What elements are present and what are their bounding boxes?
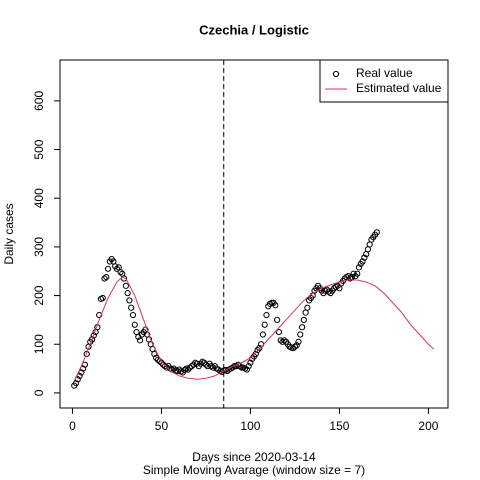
data-point (163, 364, 170, 371)
data-point (254, 346, 261, 354)
data-point (190, 361, 197, 368)
data-point (174, 367, 181, 375)
plot-frame (59, 59, 449, 409)
data-point (161, 363, 169, 370)
data-point (131, 321, 138, 328)
data-point (122, 282, 129, 289)
y-tick-label: 500 (32, 139, 46, 159)
data-point (359, 258, 366, 265)
data-point (295, 338, 302, 345)
data-point (103, 273, 110, 281)
data-point (113, 265, 121, 272)
data-point (88, 336, 96, 343)
data-point (275, 328, 283, 336)
y-tick-label: 300 (32, 237, 46, 257)
data-point (279, 338, 286, 345)
data-point (281, 337, 288, 344)
data-point (151, 350, 158, 358)
y-axis-label: Daily cases (2, 203, 16, 264)
data-point (293, 342, 300, 349)
subtitle: Simple Moving Avarage (window size = 7) (143, 463, 365, 477)
data-point (208, 363, 215, 370)
data-point (361, 254, 368, 261)
data-point (304, 304, 311, 311)
y-tick-label: 600 (32, 91, 46, 111)
data-point (291, 343, 299, 350)
data-point (261, 321, 268, 328)
y-tick-label: 200 (32, 285, 46, 305)
x-tick-label: 200 (418, 419, 438, 433)
data-point (325, 288, 332, 295)
data-point (96, 311, 103, 319)
data-point (158, 359, 165, 366)
chart-title: Czechia / Logistic (199, 22, 309, 37)
data-point (120, 275, 128, 282)
data-point (90, 332, 97, 339)
data-point (126, 297, 133, 304)
x-axis-label: Days since 2020-03-14 (192, 450, 316, 464)
data-point (300, 316, 307, 324)
data-point (202, 361, 210, 368)
legend-symbol (332, 70, 340, 78)
data-point (188, 363, 195, 370)
x-tick-label: 50 (155, 419, 169, 433)
data-point (256, 345, 263, 352)
data-point (272, 302, 279, 309)
data-point (355, 264, 363, 271)
data-point (153, 354, 160, 361)
estimate-line (73, 276, 435, 381)
data-point (243, 366, 250, 373)
data-point (263, 311, 270, 319)
legend-label: Estimated value (356, 81, 442, 95)
y-tick-label: 0 (32, 389, 46, 396)
data-point (72, 380, 80, 387)
y-tick-label: 400 (32, 188, 46, 208)
y-tick-label: 100 (32, 334, 46, 354)
data-point (238, 364, 245, 371)
data-point (185, 366, 192, 373)
data-point (252, 350, 259, 358)
data-point (128, 304, 135, 311)
x-tick-label: 0 (69, 419, 76, 433)
data-point (298, 324, 306, 331)
data-point (277, 337, 284, 344)
data-point (209, 364, 217, 371)
data-point (124, 290, 131, 297)
x-tick-label: 100 (240, 419, 260, 433)
data-point (181, 366, 188, 374)
legend-label: Real value (356, 66, 413, 80)
data-point (83, 350, 90, 358)
data-point (274, 316, 281, 324)
legend-box (319, 59, 449, 103)
data-point (354, 270, 361, 277)
data-point (136, 337, 144, 344)
data-point (104, 265, 112, 272)
data-point (245, 363, 252, 370)
data-point (347, 275, 354, 282)
data-point (373, 229, 380, 236)
data-point (117, 269, 124, 276)
data-point (297, 331, 304, 338)
data-point (259, 331, 266, 338)
data-point (129, 311, 137, 319)
data-point (99, 294, 106, 302)
x-tick-label: 150 (329, 419, 349, 433)
data-point (101, 275, 108, 282)
data-point (247, 359, 254, 366)
